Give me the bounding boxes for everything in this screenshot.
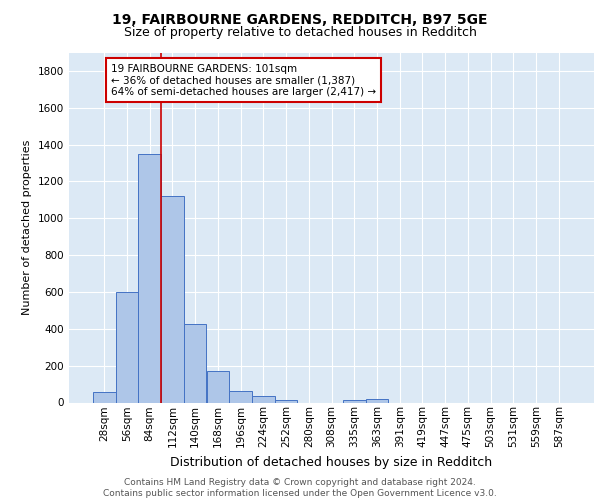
Text: Contains HM Land Registry data © Crown copyright and database right 2024.
Contai: Contains HM Land Registry data © Crown c…: [103, 478, 497, 498]
Bar: [343, 400, 365, 402]
Y-axis label: Number of detached properties: Number of detached properties: [22, 140, 32, 315]
X-axis label: Distribution of detached houses by size in Redditch: Distribution of detached houses by size …: [170, 456, 493, 468]
Bar: [365, 399, 388, 402]
Bar: [93, 392, 116, 402]
Bar: [161, 196, 184, 402]
Text: 19, FAIRBOURNE GARDENS, REDDITCH, B97 5GE: 19, FAIRBOURNE GARDENS, REDDITCH, B97 5G…: [112, 12, 488, 26]
Text: Size of property relative to detached houses in Redditch: Size of property relative to detached ho…: [124, 26, 476, 39]
Bar: [116, 292, 139, 403]
Bar: [229, 392, 252, 402]
Bar: [275, 400, 298, 402]
Bar: [206, 371, 229, 402]
Bar: [252, 396, 275, 402]
Bar: [139, 154, 161, 402]
Bar: [184, 324, 206, 402]
Text: 19 FAIRBOURNE GARDENS: 101sqm
← 36% of detached houses are smaller (1,387)
64% o: 19 FAIRBOURNE GARDENS: 101sqm ← 36% of d…: [111, 64, 376, 97]
